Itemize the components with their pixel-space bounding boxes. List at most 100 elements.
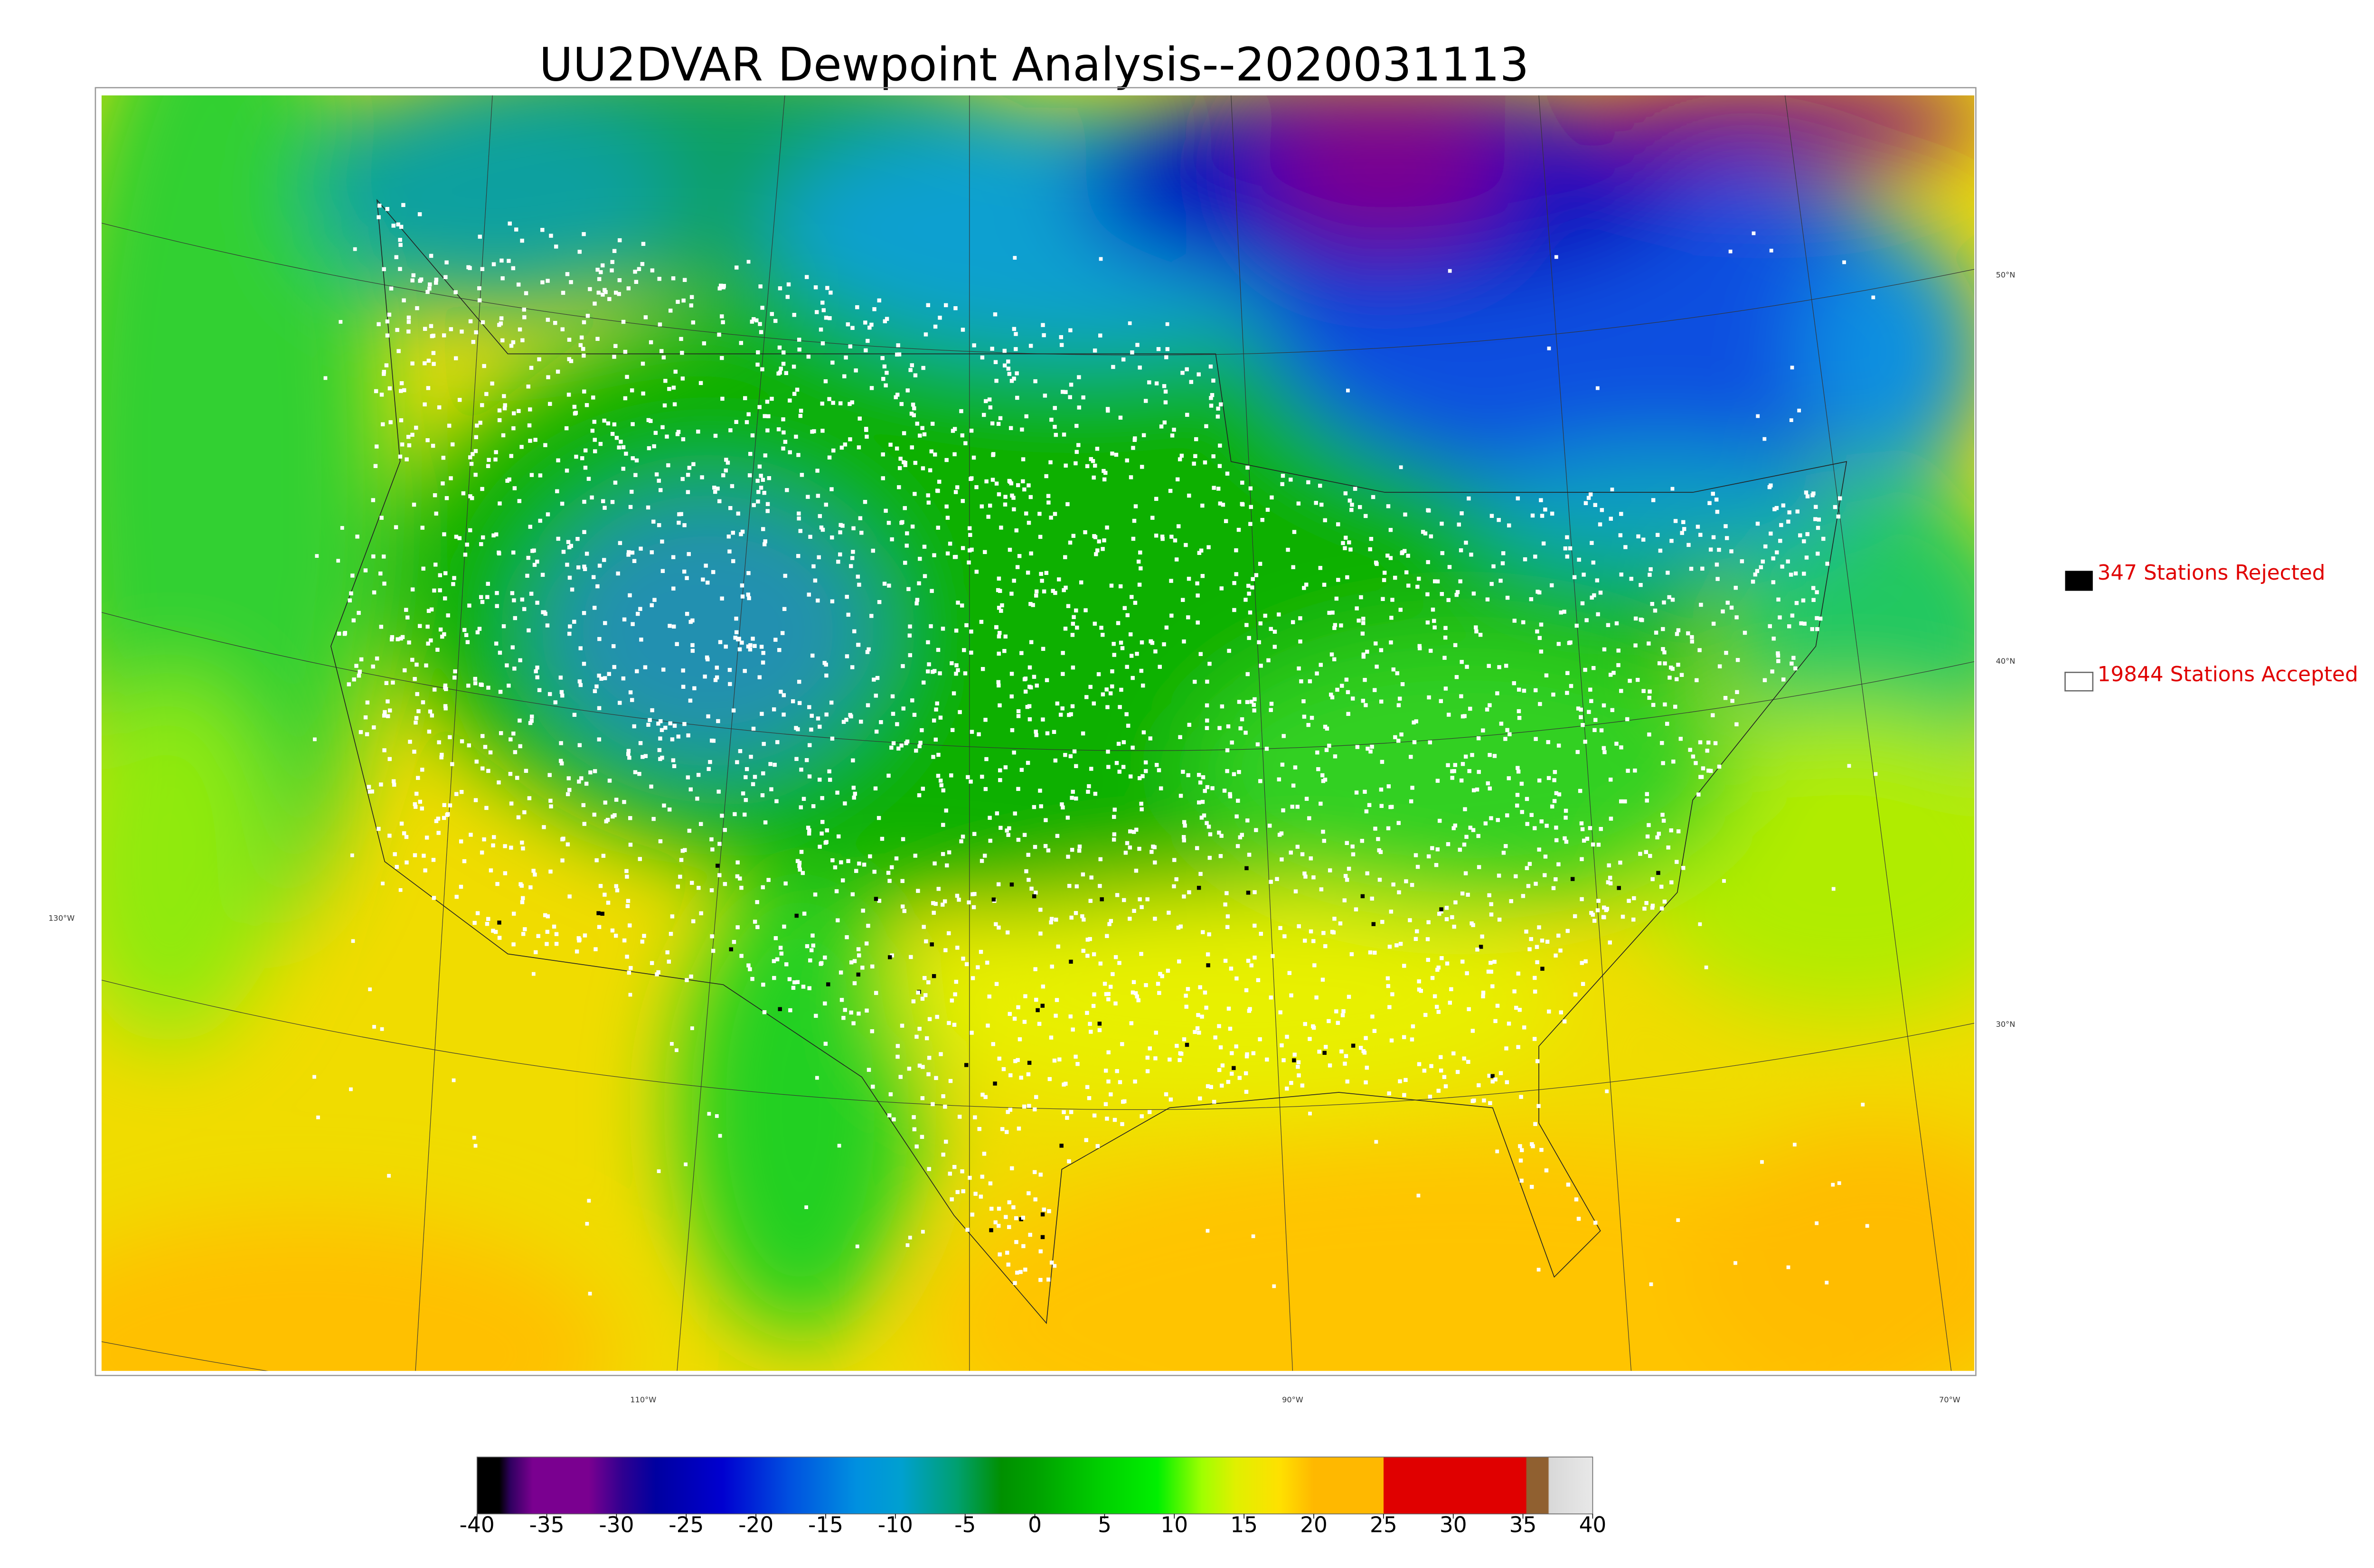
station xyxy=(829,291,833,295)
station xyxy=(1435,847,1440,852)
station xyxy=(1089,767,1093,771)
station xyxy=(1038,1277,1043,1282)
station xyxy=(621,676,626,681)
station xyxy=(368,987,372,991)
station xyxy=(520,338,525,342)
station xyxy=(378,571,383,576)
station xyxy=(1439,1068,1443,1073)
station xyxy=(1723,696,1728,700)
station xyxy=(845,594,849,599)
station xyxy=(1076,443,1081,447)
station xyxy=(1347,995,1351,999)
station xyxy=(724,468,728,473)
station xyxy=(373,464,378,468)
station xyxy=(686,473,690,477)
station xyxy=(648,718,652,722)
station xyxy=(474,435,478,440)
station xyxy=(384,363,389,367)
station xyxy=(1715,509,1720,514)
station xyxy=(818,724,822,729)
station xyxy=(499,316,504,320)
station xyxy=(1129,654,1134,658)
station xyxy=(1648,573,1652,577)
station xyxy=(1068,1014,1073,1019)
station xyxy=(1455,1070,1460,1074)
station xyxy=(669,931,673,936)
station xyxy=(593,301,597,306)
station xyxy=(1044,571,1049,575)
station xyxy=(846,859,850,864)
station xyxy=(638,857,642,861)
station xyxy=(1497,665,1501,669)
station xyxy=(1007,826,1011,830)
station xyxy=(514,227,518,232)
station xyxy=(1516,1045,1520,1049)
station xyxy=(1038,931,1043,936)
station xyxy=(1740,559,1744,563)
station xyxy=(398,243,403,247)
station xyxy=(917,744,922,749)
station xyxy=(723,828,727,832)
station xyxy=(1644,850,1649,854)
station xyxy=(1063,753,1067,757)
station xyxy=(617,278,622,282)
station xyxy=(1205,785,1210,789)
station xyxy=(357,610,361,615)
station xyxy=(766,414,771,419)
station xyxy=(1540,939,1545,943)
station xyxy=(521,896,525,901)
station xyxy=(1533,989,1537,994)
station xyxy=(901,837,905,841)
station xyxy=(1292,1052,1297,1057)
station xyxy=(1446,842,1451,846)
station xyxy=(1271,954,1275,958)
station xyxy=(1343,1061,1347,1066)
station xyxy=(1008,1108,1013,1112)
station xyxy=(442,803,446,807)
station xyxy=(528,407,532,412)
station xyxy=(828,316,832,320)
station xyxy=(866,923,870,928)
station xyxy=(1108,985,1113,989)
station xyxy=(1197,800,1201,805)
station xyxy=(880,836,885,841)
station xyxy=(425,438,430,442)
station xyxy=(848,344,853,348)
station xyxy=(746,412,751,416)
station xyxy=(399,225,404,229)
station xyxy=(1308,679,1312,684)
station xyxy=(477,298,482,302)
station xyxy=(521,846,525,851)
station xyxy=(386,714,390,718)
station xyxy=(1762,678,1767,683)
station xyxy=(889,745,894,750)
station xyxy=(1106,997,1111,1002)
station xyxy=(1067,713,1071,717)
station xyxy=(445,812,450,817)
station xyxy=(1198,1096,1202,1101)
station xyxy=(904,544,909,548)
station xyxy=(1135,652,1139,656)
station xyxy=(851,786,856,790)
station xyxy=(1196,620,1200,625)
station xyxy=(1490,1074,1495,1078)
station xyxy=(1147,1110,1152,1114)
station xyxy=(1041,647,1046,651)
station xyxy=(1831,1183,1835,1187)
station xyxy=(566,540,571,544)
station xyxy=(559,741,563,745)
station xyxy=(1507,523,1511,528)
station xyxy=(740,640,744,645)
station xyxy=(412,750,416,754)
station xyxy=(1289,850,1293,855)
station xyxy=(895,446,899,451)
station xyxy=(1128,774,1133,779)
station xyxy=(1581,982,1585,986)
station xyxy=(897,352,902,357)
station xyxy=(697,886,701,890)
station xyxy=(410,278,415,282)
station xyxy=(675,1048,678,1052)
station xyxy=(1081,731,1085,736)
station xyxy=(823,1042,828,1046)
station xyxy=(1315,750,1319,755)
